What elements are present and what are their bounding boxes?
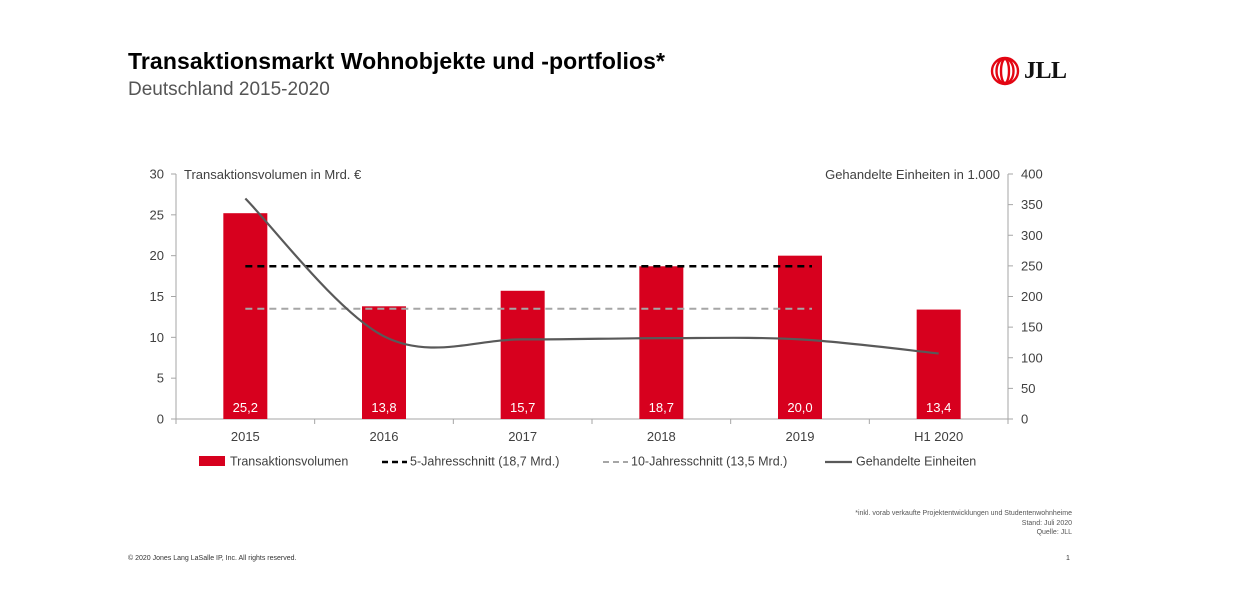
right-tick-label: 50 xyxy=(1021,381,1035,396)
right-tick-label: 0 xyxy=(1021,412,1028,427)
x-tick-label: 2018 xyxy=(647,429,676,444)
x-tick-label: 2016 xyxy=(370,429,399,444)
bar-value-label: 13,8 xyxy=(371,400,396,415)
bar-value-label: 25,2 xyxy=(233,400,258,415)
right-tick-label: 250 xyxy=(1021,258,1043,273)
legend-label-gehandelte-einheiten: Gehandelte Einheiten xyxy=(856,455,976,469)
left-axis-title: Transaktionsvolumen in Mrd. € xyxy=(184,167,362,182)
right-tick-label: 100 xyxy=(1021,350,1043,365)
bar-transaktionsvolumen xyxy=(916,309,961,419)
footnote-line: Stand: Juli 2020 xyxy=(1021,519,1072,527)
left-tick-label: 20 xyxy=(150,248,164,263)
page-number: 1 xyxy=(1066,555,1070,562)
right-axis-title: Gehandelte Einheiten in 1.000 xyxy=(825,167,1000,182)
bar-transaktionsvolumen xyxy=(223,213,268,419)
x-tick-label: 2019 xyxy=(786,429,815,444)
legend-label-ten-year-average: 10-Jahresschnitt (13,5 Mrd.) xyxy=(631,455,787,469)
left-tick-label: 0 xyxy=(157,412,164,427)
right-tick-label: 200 xyxy=(1021,289,1043,304)
right-tick-label: 400 xyxy=(1021,167,1043,182)
footnote-line: Quelle: JLL xyxy=(1036,529,1072,536)
jll-flame-logo-icon xyxy=(990,56,1020,86)
bar-transaktionsvolumen xyxy=(362,306,406,419)
bar-value-label: 15,7 xyxy=(510,400,535,415)
right-tick-label: 300 xyxy=(1021,228,1043,243)
legend-label-transaktionsvolumen: Transaktionsvolumen xyxy=(230,455,348,469)
gehandelte-einheiten-line xyxy=(244,197,939,355)
bar-transaktionsvolumen xyxy=(500,290,545,419)
left-tick-label: 5 xyxy=(157,371,164,386)
footnotes: *inkl. vorab verkaufte Projektentwicklun… xyxy=(855,509,1072,538)
left-tick-label: 10 xyxy=(150,330,164,345)
bar-transaktionsvolumen xyxy=(639,266,684,419)
footnote-line: *inkl. vorab verkaufte Projektentwicklun… xyxy=(855,510,1072,517)
legend-swatch-transaktionsvolumen xyxy=(199,456,225,466)
bar-value-label: 13,4 xyxy=(926,400,951,415)
bar-value-label: 20,0 xyxy=(787,400,812,415)
left-tick-label: 25 xyxy=(150,207,164,222)
x-tick-label: 2017 xyxy=(508,429,537,444)
right-tick-label: 150 xyxy=(1021,320,1043,335)
page-title: Transaktionsmarkt Wohnobjekte und -portf… xyxy=(128,48,666,74)
copyright: © 2020 Jones Lang LaSalle IP, Inc. All r… xyxy=(128,555,297,562)
legend-label-five-year-average: 5-Jahresschnitt (18,7 Mrd.) xyxy=(410,455,559,469)
jll-logo-text: JLL xyxy=(1024,57,1067,84)
left-tick-label: 30 xyxy=(150,167,164,182)
bar-transaktionsvolumen xyxy=(778,255,822,419)
x-tick-label: H1 2020 xyxy=(914,429,963,444)
bar-value-label: 18,7 xyxy=(649,400,674,415)
x-tick-label: 2015 xyxy=(231,429,260,444)
right-tick-label: 350 xyxy=(1021,197,1043,212)
page-subtitle: Deutschland 2015-2020 xyxy=(128,79,330,100)
left-tick-label: 15 xyxy=(150,289,164,304)
jll-logo: JLL xyxy=(990,56,1067,86)
